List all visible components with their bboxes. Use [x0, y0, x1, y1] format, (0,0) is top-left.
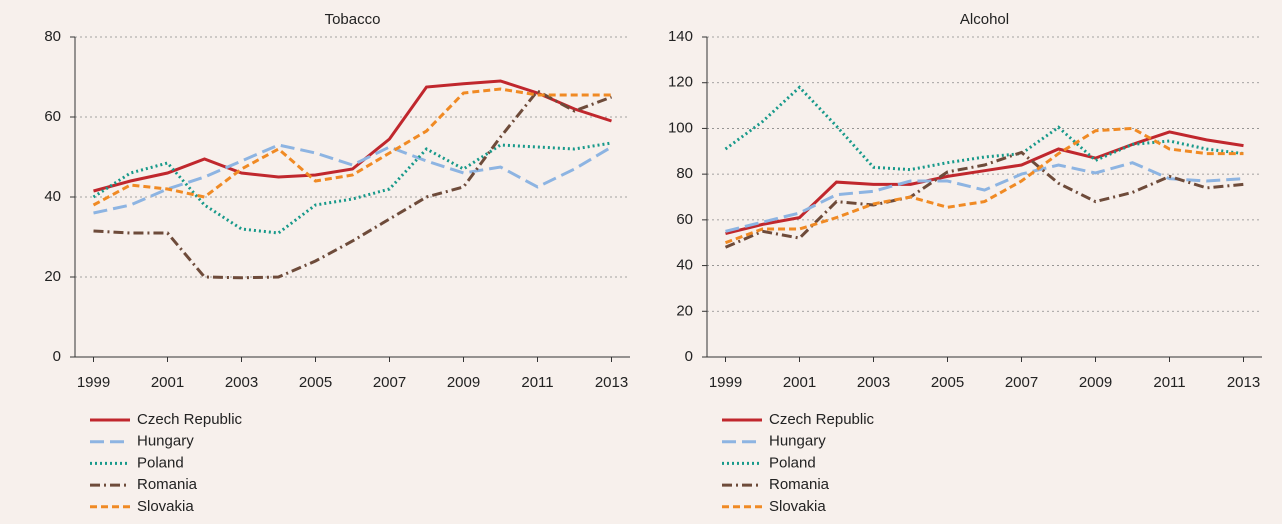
- y-tick-label: 120: [668, 74, 693, 91]
- series-line: [92, 87, 612, 207]
- series-line: [93, 79, 612, 193]
- x-tick-label: 2003: [225, 374, 258, 391]
- y-tick-label: 60: [676, 211, 693, 228]
- y-tick-label: 60: [44, 108, 61, 125]
- x-tick-label: 2009: [447, 374, 480, 391]
- legend-label: Poland: [137, 454, 184, 471]
- x-tick-label: 2011: [1153, 374, 1185, 391]
- x-tick-label: 2005: [931, 374, 964, 391]
- legend-label: Poland: [769, 454, 816, 471]
- y-tick-label: 100: [668, 119, 693, 136]
- legend-label: Hungary: [137, 433, 194, 450]
- series-line: [93, 143, 613, 215]
- x-tick-label: 2001: [783, 374, 816, 391]
- legend-label: Slovakia: [137, 498, 194, 515]
- series-line: [724, 150, 1244, 249]
- y-tick-label: 0: [685, 348, 693, 365]
- y-tick-label: 20: [44, 268, 61, 285]
- legend-label: Romania: [769, 476, 830, 493]
- y-tick-label: 140: [668, 28, 693, 45]
- x-tick-label: 1999: [709, 374, 742, 391]
- x-tick-label: 1999: [77, 374, 110, 391]
- legend-label: Hungary: [769, 433, 826, 450]
- x-tick-label: 2007: [1005, 374, 1038, 391]
- legend-label: Czech Republic: [769, 411, 875, 428]
- legend-label: Czech Republic: [137, 411, 243, 428]
- legend-label: Romania: [137, 476, 198, 493]
- x-tick-label: 2013: [595, 374, 628, 391]
- x-tick-label: 2001: [151, 374, 184, 391]
- x-tick-label: 2005: [299, 374, 332, 391]
- x-tick-label: 2003: [857, 374, 890, 391]
- y-tick-label: 20: [676, 302, 693, 319]
- x-tick-label: 2009: [1079, 374, 1112, 391]
- y-tick-label: 40: [676, 257, 693, 274]
- y-tick-label: 0: [53, 348, 61, 365]
- series-line: [92, 141, 612, 235]
- x-tick-label: 2007: [373, 374, 406, 391]
- chart-title: Alcohol: [960, 11, 1009, 28]
- x-tick-label: 2011: [521, 374, 553, 391]
- y-tick-label: 40: [44, 188, 61, 205]
- series-line: [724, 126, 1244, 245]
- legend-label: Slovakia: [769, 498, 826, 515]
- y-tick-label: 80: [44, 28, 61, 45]
- x-tick-label: 2013: [1227, 374, 1260, 391]
- series-line: [93, 89, 613, 280]
- y-tick-label: 80: [676, 165, 693, 182]
- chart-title: Tobacco: [325, 11, 381, 28]
- series-line: [725, 161, 1244, 233]
